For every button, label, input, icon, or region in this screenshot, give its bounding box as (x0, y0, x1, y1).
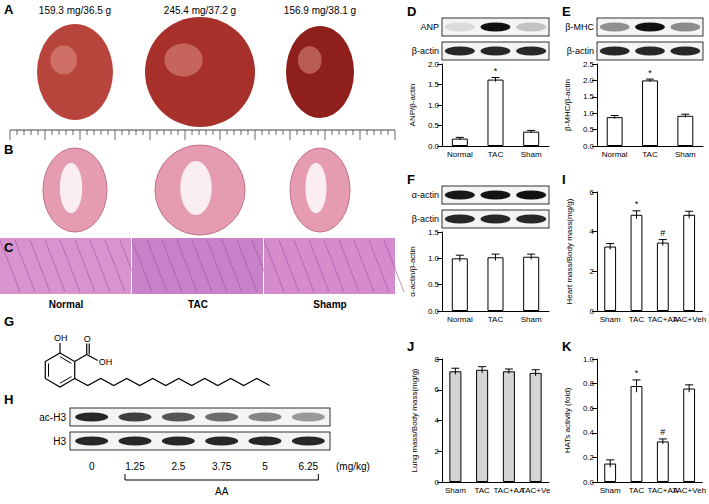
svg-text:#: # (660, 427, 665, 437)
svg-text:K: K (562, 339, 572, 354)
svg-text:1.0: 1.0 (583, 109, 595, 118)
svg-text:B: B (4, 142, 13, 157)
svg-text:0.5: 0.5 (583, 125, 595, 134)
svg-text:5: 5 (262, 461, 268, 472)
svg-text:1.5: 1.5 (428, 80, 440, 89)
svg-text:4: 4 (435, 416, 440, 425)
svg-text:0.8: 0.8 (583, 379, 595, 388)
svg-text:TAC: TAC (488, 150, 504, 159)
svg-text:ANP: ANP (420, 22, 439, 32)
svg-text:β-actin: β-actin (412, 46, 439, 56)
svg-text:ANP/β-actin: ANP/β-actin (408, 84, 417, 127)
svg-text:2.5: 2.5 (171, 461, 185, 472)
svg-text:*: * (494, 66, 498, 76)
svg-text:O: O (84, 334, 91, 344)
svg-text:2.0: 2.0 (428, 60, 440, 69)
svg-text:0.0: 0.0 (428, 142, 440, 151)
svg-text:D: D (407, 4, 416, 19)
svg-text:#: # (660, 228, 665, 238)
svg-text:TAC+Veh: TAC+Veh (672, 486, 706, 495)
svg-text:β-actin: β-actin (412, 214, 439, 224)
svg-text:0.6: 0.6 (583, 404, 595, 413)
svg-text:*: * (648, 68, 652, 78)
svg-text:6: 6 (435, 385, 440, 394)
svg-text:1.0: 1.0 (428, 254, 440, 263)
svg-text:1.0: 1.0 (583, 355, 595, 364)
svg-text:0.5: 0.5 (428, 280, 440, 289)
svg-text:OH: OH (99, 357, 113, 367)
svg-text:E: E (562, 4, 571, 19)
svg-text:*: * (635, 368, 639, 378)
svg-text:Normal: Normal (447, 150, 473, 159)
svg-text:Heart mass/Body mass(mg/g): Heart mass/Body mass(mg/g) (565, 198, 574, 304)
svg-text:TAC: TAC (188, 299, 208, 310)
svg-text:TAC: TAC (629, 486, 645, 495)
svg-text:0.0: 0.0 (583, 478, 595, 487)
svg-text:245.4 mg/37.2 g: 245.4 mg/37.2 g (164, 5, 236, 16)
svg-text:Shamp: Shamp (313, 299, 346, 310)
svg-text:Sham: Sham (521, 150, 542, 159)
svg-text:0.5: 0.5 (428, 121, 440, 130)
svg-text:β-actin: β-actin (567, 46, 594, 56)
svg-text:2.0: 2.0 (583, 76, 595, 85)
svg-text:TAC+AA: TAC+AA (647, 314, 679, 324)
svg-text:TAC+AA: TAC+AA (493, 485, 525, 495)
svg-text:0: 0 (590, 307, 595, 316)
svg-text:Lung mass/Body mass(mg/g): Lung mass/Body mass(mg/g) (410, 368, 419, 472)
svg-text:TAC: TAC (488, 315, 504, 324)
svg-text:1.25: 1.25 (125, 461, 145, 472)
svg-text:8: 8 (435, 355, 440, 364)
svg-text:ac-H3: ac-H3 (39, 412, 66, 423)
svg-text:C: C (4, 240, 14, 255)
svg-text:4: 4 (590, 227, 595, 236)
svg-text:Normal: Normal (49, 299, 84, 310)
svg-text:OH: OH (54, 333, 68, 343)
svg-text:1.5: 1.5 (583, 92, 595, 101)
svg-text:HATs activity (fold): HATs activity (fold) (563, 387, 572, 453)
svg-text:Normal: Normal (602, 150, 628, 159)
svg-text:0.4: 0.4 (583, 428, 595, 437)
svg-text:6: 6 (590, 188, 595, 197)
svg-text:I: I (562, 172, 566, 187)
svg-text:G: G (4, 314, 14, 329)
svg-text:J: J (407, 339, 414, 354)
svg-text:TAC: TAC (629, 315, 645, 324)
svg-text:0.2: 0.2 (583, 453, 595, 462)
svg-text:Sham: Sham (600, 486, 621, 495)
svg-text:AA: AA (215, 486, 229, 497)
svg-text:TAC: TAC (474, 486, 490, 495)
svg-text:A: A (4, 2, 14, 17)
svg-text:2: 2 (590, 267, 595, 276)
svg-text:TAC+Ve: TAC+Ve (521, 486, 551, 495)
svg-text:H3: H3 (53, 436, 66, 447)
svg-text:6.25: 6.25 (299, 461, 319, 472)
svg-text:β-MHC/β-actin: β-MHC/β-actin (563, 79, 572, 131)
svg-text:α-actin/β-actin: α-actin/β-actin (408, 246, 417, 297)
svg-text:*: * (635, 199, 639, 209)
svg-text:F: F (407, 172, 415, 187)
svg-text:0: 0 (435, 478, 440, 487)
svg-text:Sham: Sham (521, 315, 542, 324)
svg-text:TAC+AA: TAC+AA (647, 485, 679, 495)
svg-text:1.5: 1.5 (428, 228, 440, 237)
svg-text:α-actin: α-actin (412, 190, 439, 200)
svg-text:H: H (4, 392, 13, 407)
svg-text:Sham: Sham (600, 315, 621, 324)
svg-text:0.0: 0.0 (583, 142, 595, 151)
svg-text:3.75: 3.75 (212, 461, 232, 472)
svg-text:0.0: 0.0 (428, 307, 440, 316)
svg-text:β-MHC: β-MHC (565, 22, 594, 32)
svg-text:156.9 mg/38.1 g: 156.9 mg/38.1 g (284, 5, 356, 16)
svg-text:(mg/kg): (mg/kg) (336, 461, 370, 472)
svg-text:Sham: Sham (445, 486, 466, 495)
svg-text:TAC+Veh: TAC+Veh (672, 315, 706, 324)
svg-text:159.3 mg/36.5 g: 159.3 mg/36.5 g (39, 5, 111, 16)
svg-text:1.0: 1.0 (428, 101, 440, 110)
svg-text:TAC: TAC (642, 150, 658, 159)
svg-text:2: 2 (435, 447, 440, 456)
svg-text:Normal: Normal (447, 315, 473, 324)
svg-text:2.5: 2.5 (583, 60, 595, 69)
svg-text:Sham: Sham (675, 150, 696, 159)
svg-text:0: 0 (89, 461, 95, 472)
